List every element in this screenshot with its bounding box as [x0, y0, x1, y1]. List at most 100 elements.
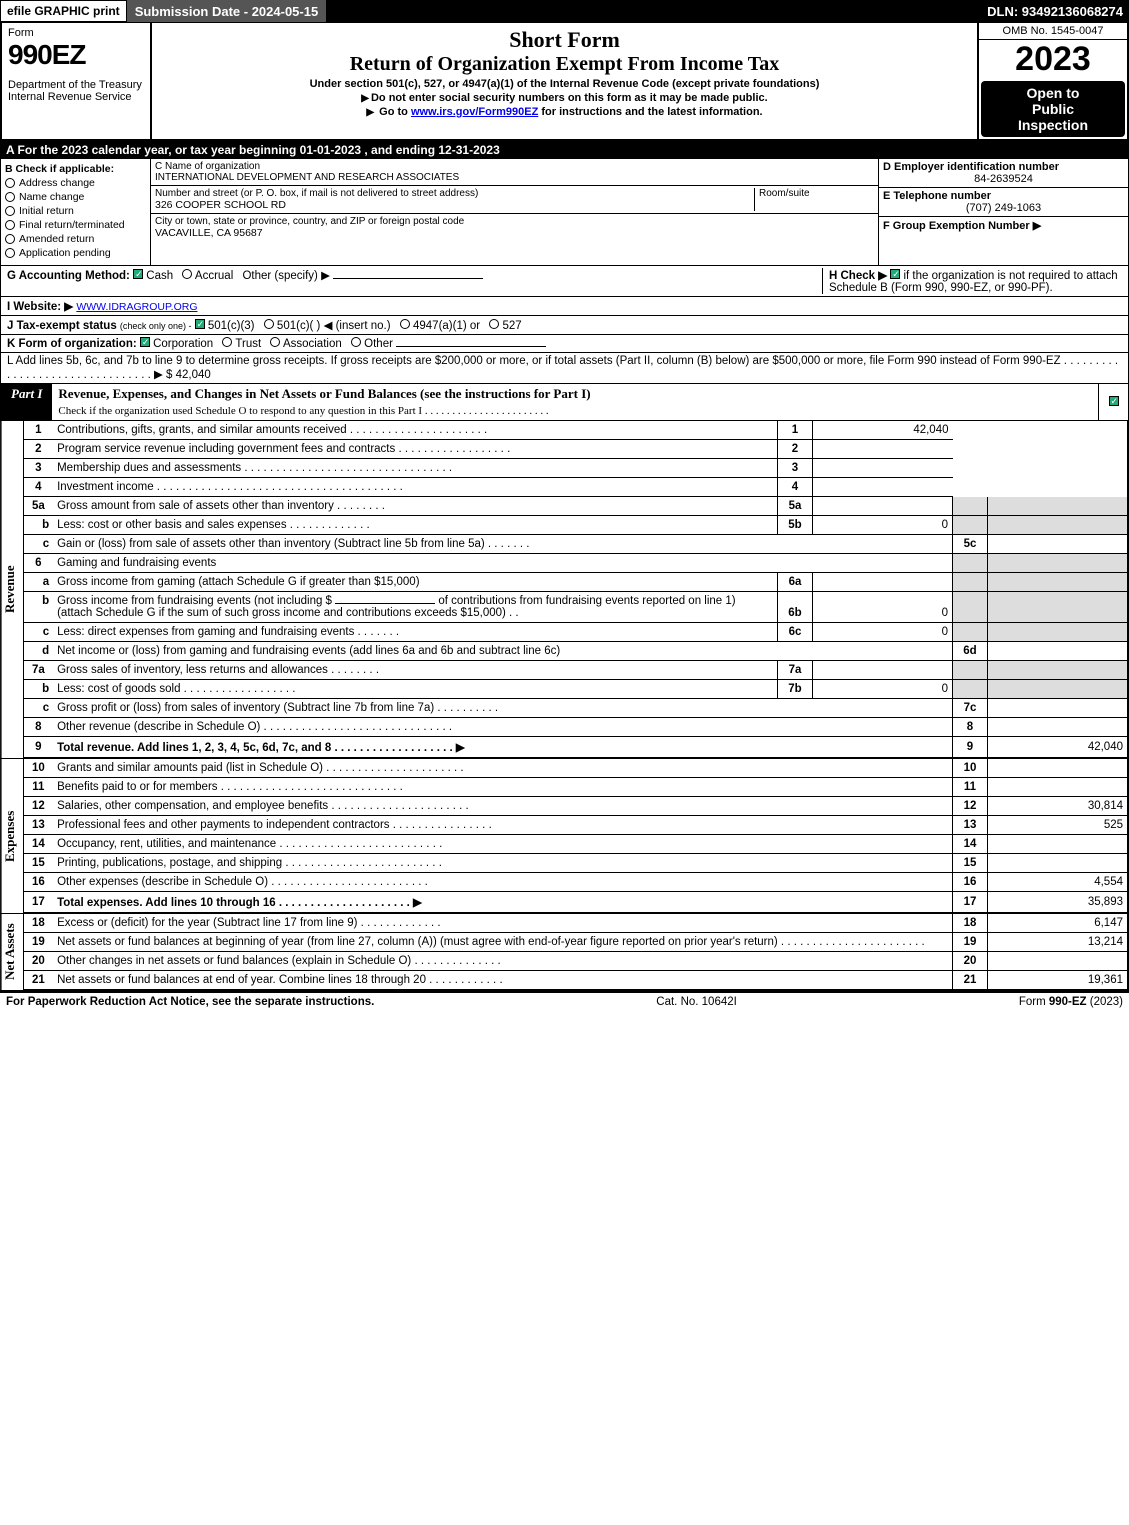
line-11: 11Benefits paid to or for members . . . …: [23, 778, 1127, 797]
room-label: Room/suite: [759, 188, 874, 199]
irs-link[interactable]: www.irs.gov/Form990EZ: [411, 106, 538, 118]
identity-row: B Check if applicable: Address change Na…: [0, 159, 1129, 266]
revenue-section: Revenue 1Contributions, gifts, grants, a…: [0, 421, 1129, 758]
check-association[interactable]: [270, 337, 280, 347]
line-4: 4Investment income . . . . . . . . . . .…: [23, 478, 1127, 497]
footer-right: Form 990-EZ (2023): [1019, 996, 1123, 1008]
footer-cat-no: Cat. No. 10642I: [656, 996, 737, 1008]
check-name-change[interactable]: Name change: [5, 191, 146, 203]
header-center: Short Form Return of Organization Exempt…: [152, 23, 977, 139]
opt-501c: 501(c)( ) ◀ (insert no.): [277, 320, 391, 332]
check-h[interactable]: [890, 269, 900, 279]
line-15: 15Printing, publications, postage, and s…: [23, 854, 1127, 873]
check-501c3[interactable]: [195, 319, 205, 329]
check-accrual[interactable]: [182, 269, 192, 279]
opt-4947: 4947(a)(1) or: [413, 320, 480, 332]
box-c-org-info: C Name of organization INTERNATIONAL DEV…: [151, 159, 878, 265]
line-2: 2Program service revenue including gover…: [23, 440, 1127, 459]
form-header: Form 990EZ Department of the Treasury In…: [0, 22, 1129, 141]
open-line3: Inspection: [985, 117, 1121, 133]
check-501c[interactable]: [264, 319, 274, 329]
omb-number: OMB No. 1545-0047: [979, 23, 1127, 40]
title-short-form: Short Form: [158, 27, 971, 53]
check-other-org[interactable]: [351, 337, 361, 347]
cash-label: Cash: [146, 270, 173, 282]
e-label: E Telephone number: [883, 190, 1124, 202]
accrual-label: Accrual: [195, 270, 233, 282]
tax-year: 2023: [979, 40, 1127, 79]
city-value: VACAVILLE, CA 95687: [155, 227, 874, 239]
department-label: Department of the Treasury Internal Reve…: [8, 79, 144, 103]
check-label: Application pending: [19, 247, 111, 259]
street-value: 326 COOPER SCHOOL RD: [155, 199, 754, 211]
line-5c: cGain or (loss) from sale of assets othe…: [23, 535, 1127, 554]
open-line2: Public: [985, 101, 1121, 117]
opt-corp: Corporation: [153, 338, 213, 350]
line-10: 10Grants and similar amounts paid (list …: [23, 759, 1127, 778]
check-527[interactable]: [489, 319, 499, 329]
expenses-section: Expenses 10Grants and similar amounts pa…: [0, 758, 1129, 913]
line-19: 19Net assets or fund balances at beginni…: [23, 933, 1127, 952]
check-final-return[interactable]: Final return/terminated: [5, 219, 146, 231]
opt-501c3: 501(c)(3): [208, 320, 255, 332]
check-label: Name change: [19, 191, 84, 203]
line-7b: bLess: cost of goods sold . . . . . . . …: [23, 680, 1127, 699]
line-6d: dNet income or (loss) from gaming and fu…: [23, 642, 1127, 661]
page-footer: For Paperwork Reduction Act Notice, see …: [0, 991, 1129, 1011]
street-row: Number and street (or P. O. box, if mail…: [151, 186, 878, 214]
part1-header: Part I Revenue, Expenses, and Changes in…: [0, 384, 1129, 421]
form-number: 990EZ: [8, 39, 144, 71]
part1-label: Part I: [1, 384, 52, 420]
submission-date: Submission Date - 2024-05-15: [127, 0, 328, 22]
check-label: Amended return: [19, 233, 94, 245]
group-exemption-row: F Group Exemption Number ▶: [879, 217, 1128, 234]
box-de: D Employer identification number 84-2639…: [878, 159, 1128, 265]
ein-value: 84-2639524: [883, 173, 1124, 185]
g-label: G Accounting Method:: [7, 270, 130, 282]
top-bar: efile GRAPHIC print Submission Date - 20…: [0, 0, 1129, 22]
opt-trust: Trust: [235, 338, 261, 350]
check-amended-return[interactable]: Amended return: [5, 233, 146, 245]
open-line1: Open to: [985, 85, 1121, 101]
efile-print-button[interactable]: efile GRAPHIC print: [0, 0, 127, 22]
net-assets-side-label: Net Assets: [1, 914, 23, 990]
check-corporation[interactable]: [140, 337, 150, 347]
ein-row: D Employer identification number 84-2639…: [879, 159, 1128, 188]
check-label: Final return/terminated: [19, 219, 125, 231]
check-address-change[interactable]: Address change: [5, 177, 146, 189]
goto-post: for instructions and the latest informat…: [541, 106, 762, 118]
line-7a: 7aGross sales of inventory, less returns…: [23, 661, 1127, 680]
h-label: H Check ▶: [829, 270, 887, 282]
ssn-warning: Do not enter social security numbers on …: [158, 92, 971, 104]
website-link[interactable]: WWW.IDRAGROUP.ORG: [76, 301, 197, 313]
line-6c: cLess: direct expenses from gaming and f…: [23, 623, 1127, 642]
line-17: 17Total expenses. Add lines 10 through 1…: [23, 892, 1127, 913]
net-assets-table: 18Excess or (deficit) for the year (Subt…: [23, 914, 1128, 990]
street-label: Number and street (or P. O. box, if mail…: [155, 188, 754, 199]
under-section-text: Under section 501(c), 527, or 4947(a)(1)…: [158, 78, 971, 90]
part1-checkbox-cell: [1098, 384, 1128, 420]
city-row: City or town, state or province, country…: [151, 214, 878, 241]
line-16: 16Other expenses (describe in Schedule O…: [23, 873, 1127, 892]
open-to-public-badge: Open to Public Inspection: [981, 81, 1125, 137]
j-label: J Tax-exempt status: [7, 320, 117, 332]
line-18: 18Excess or (deficit) for the year (Subt…: [23, 914, 1127, 933]
check-label: Initial return: [19, 205, 74, 217]
row-k-form-org: K Form of organization: Corporation Trus…: [0, 335, 1129, 353]
title-main: Return of Organization Exempt From Incom…: [158, 53, 971, 76]
d-label: D Employer identification number: [883, 161, 1124, 173]
line-8: 8Other revenue (describe in Schedule O) …: [23, 718, 1127, 737]
check-4947[interactable]: [400, 319, 410, 329]
line-12: 12Salaries, other compensation, and empl…: [23, 797, 1127, 816]
box-b-title: B Check if applicable:: [5, 163, 114, 175]
check-trust[interactable]: [222, 337, 232, 347]
check-initial-return[interactable]: Initial return: [5, 205, 146, 217]
check-application-pending[interactable]: Application pending: [5, 247, 146, 259]
check-cash[interactable]: [133, 269, 143, 279]
i-label: I Website: ▶: [7, 301, 73, 313]
f-label: F Group Exemption Number ▶: [883, 219, 1124, 232]
part1-check-o[interactable]: [1109, 396, 1119, 406]
line-21: 21Net assets or fund balances at end of …: [23, 971, 1127, 990]
box-b-checkboxes: B Check if applicable: Address change Na…: [1, 159, 151, 265]
dln-number: DLN: 93492136068274: [981, 0, 1129, 22]
